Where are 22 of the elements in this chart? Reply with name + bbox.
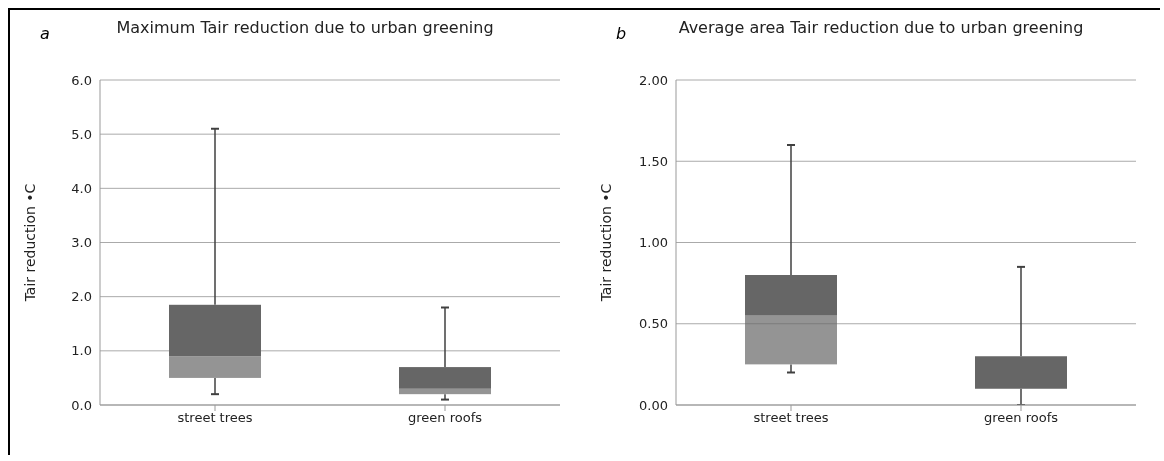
text: a bbox=[40, 24, 50, 43]
y-tick-label: 4.0 bbox=[71, 180, 92, 196]
y-tick-label: 2.0 bbox=[71, 289, 92, 305]
y-tick-label: 1.00 bbox=[639, 235, 668, 251]
chart-title: Maximum Tair reduction due to urban greening bbox=[116, 18, 494, 37]
y-tick-label: 3.0 bbox=[71, 235, 92, 251]
x-tick-label: street trees bbox=[177, 410, 253, 426]
y-tick-label: 1.0 bbox=[71, 343, 92, 359]
y-axis-title: Tair reduction •C bbox=[21, 183, 38, 303]
text: b bbox=[616, 24, 627, 43]
x-tick-label: green roofs bbox=[408, 410, 483, 426]
y-axis-title: Tair reduction •C bbox=[597, 183, 614, 303]
chart-title: Average area Tair reduction due to urban greening bbox=[678, 18, 1084, 37]
y-tick-label: 2.00 bbox=[639, 72, 668, 88]
y-tick-label: 0.50 bbox=[639, 316, 668, 332]
y-tick-label: 0.00 bbox=[639, 397, 668, 413]
y-tick-label: 1.50 bbox=[639, 153, 668, 169]
x-tick-label: street trees bbox=[753, 410, 829, 426]
y-tick-label: 5.0 bbox=[71, 126, 92, 142]
y-tick-label: 6.0 bbox=[71, 72, 92, 88]
y-tick-label: 0.0 bbox=[71, 397, 92, 413]
x-tick-label: green roofs bbox=[984, 410, 1059, 426]
